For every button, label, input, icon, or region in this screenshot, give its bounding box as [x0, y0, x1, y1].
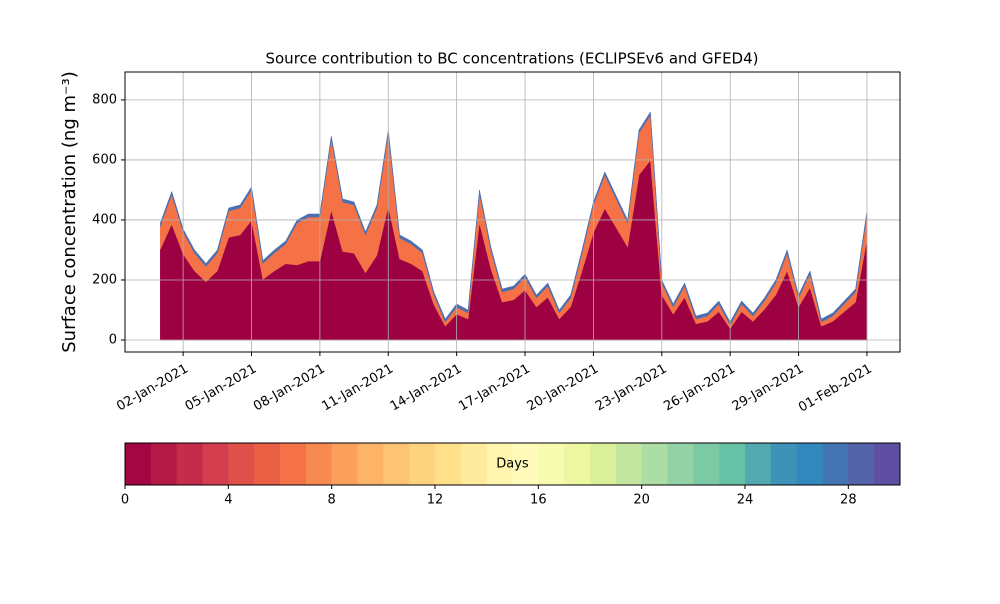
- colorbar-cell: [564, 443, 591, 485]
- colorbar-cell: [719, 443, 746, 485]
- colorbar-cell: [590, 443, 617, 485]
- y-tick-label: 200: [92, 272, 117, 287]
- x-tick-label: 08-Jan-2021: [251, 362, 328, 415]
- x-tick-label: 26-Jan-2021: [661, 362, 738, 415]
- colorbar-cell: [538, 443, 565, 485]
- colorbar-label: Days: [496, 457, 529, 472]
- colorbar-cell: [409, 443, 436, 485]
- colorbar-cell: [641, 443, 668, 485]
- x-tick-label: 17-Jan-2021: [456, 362, 533, 415]
- y-axis-label: Surface concentration (ng m⁻³): [59, 71, 80, 353]
- colorbar-cell: [280, 443, 307, 485]
- colorbar-cell: [305, 443, 333, 485]
- plot-frame: [124, 71, 901, 353]
- colorbar-cell: [848, 443, 875, 485]
- colorbar-cell: [331, 443, 358, 485]
- colorbar-cell: [125, 443, 152, 485]
- colorbar-cell: [796, 443, 823, 485]
- x-tick-label: 01-Feb-2021: [796, 362, 875, 416]
- colorbar-cell: [435, 443, 462, 485]
- y-tick-label: 0: [109, 332, 117, 347]
- colorbar-tick-label: 28: [840, 493, 857, 508]
- colorbar-tick-label: 4: [224, 493, 232, 508]
- x-tick-label: 29-Jan-2021: [730, 362, 807, 415]
- colorbar-cell: [745, 443, 772, 485]
- x-tick-label: 02-Jan-2021: [114, 362, 191, 415]
- colorbar-cell: [254, 443, 281, 485]
- colorbar-cell: [460, 443, 488, 485]
- x-tick-label: 05-Jan-2021: [183, 362, 260, 415]
- colorbar-cell: [150, 443, 178, 485]
- x-tick-label: 11-Jan-2021: [319, 362, 396, 415]
- colorbar-tick-label: 24: [737, 493, 754, 508]
- plot-area: [160, 111, 868, 341]
- colorbar-tick-label: 20: [633, 493, 650, 508]
- colorbar-cell: [486, 443, 513, 485]
- chart-title: Source contribution to BC concentrations…: [265, 50, 758, 68]
- y-tick-label: 600: [92, 152, 117, 167]
- y-tick-label: 800: [92, 92, 117, 107]
- colorbar-tick-label: 8: [328, 493, 336, 508]
- colorbar-cell: [874, 443, 901, 485]
- colorbar-cell: [176, 443, 203, 485]
- colorbar-tick-label: 12: [427, 493, 444, 508]
- colorbar-tick-label: 16: [530, 493, 547, 508]
- colorbar-cell: [667, 443, 694, 485]
- colorbar-cell: [693, 443, 720, 485]
- x-tick-label: 20-Jan-2021: [525, 362, 602, 415]
- colorbar-frame: [124, 442, 901, 486]
- colorbar-tick-label: 0: [121, 493, 129, 508]
- colorbar-cell: [383, 443, 410, 485]
- x-tick-label: 23-Jan-2021: [593, 362, 670, 415]
- x-tick-label: 14-Jan-2021: [388, 362, 465, 415]
- colorbar-cell: [228, 443, 255, 485]
- colorbar-cell: [512, 443, 539, 485]
- y-tick-label: 400: [92, 212, 117, 227]
- colorbar-cell: [822, 443, 849, 485]
- colorbar-cell: [357, 443, 384, 485]
- colorbar-cell: [615, 443, 643, 485]
- colorbar-cell: [202, 443, 229, 485]
- colorbar-cell: [770, 443, 798, 485]
